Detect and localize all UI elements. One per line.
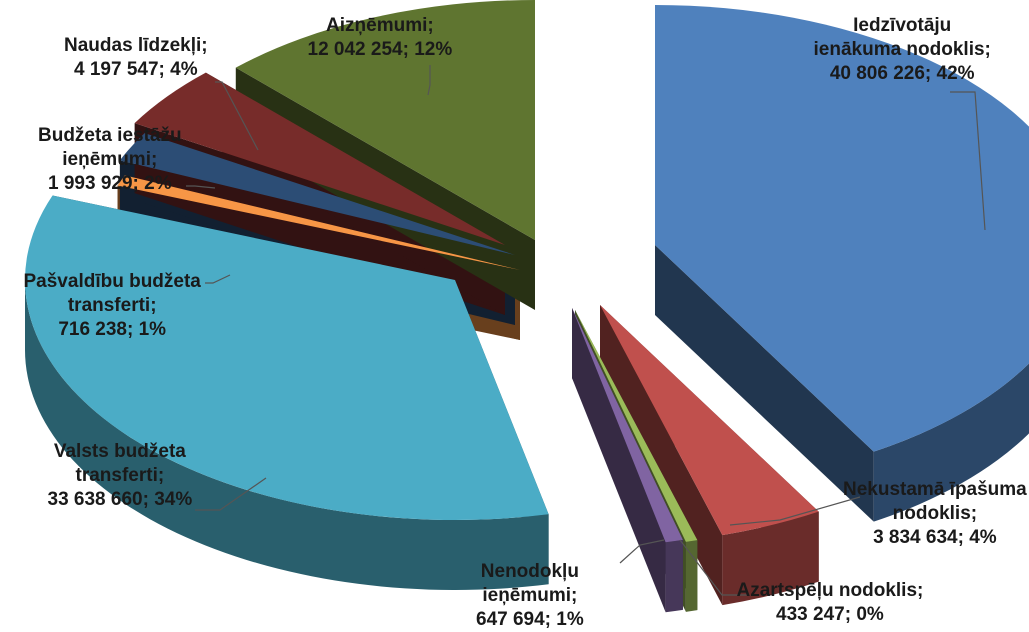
data-label-7: Naudas līdzekļi; 4 197 547; 4% [64,34,208,82]
pie-slice-2 [575,310,698,542]
data-label-3-line-0: Nenodokļu [480,561,579,582]
leader-line-7 [215,81,259,151]
pie-slice-1 [600,305,819,536]
data-label-6-line-0: Budžeta iestāžu [38,125,182,146]
data-label-6: Budžeta iestāžu ieņēmumi; 1 993 929; 2% [38,124,182,196]
data-label-7-line-0: Naudas līdzekļi; [64,35,208,56]
data-label-5-line-2: 716 238; 1% [58,319,167,340]
data-label-1-line-2: 3 834 634; 4% [873,527,997,548]
data-label-6-line-2: 1 993 929; 2% [48,173,172,194]
data-label-2-line-0: Azartspēļu nodoklis; [736,580,924,601]
leader-line-3 [619,539,665,564]
leader-line-6 [186,185,216,189]
data-label-7-line-1: 4 197 547; 4% [74,59,198,80]
data-label-3-line-2: 647 694; 1% [476,609,584,630]
data-label-0: Iedzīvotāju ienākuma nodoklis; 40 806 226;… [814,14,991,86]
data-label-2: Azartspēļu nodoklis; 433 247; 0% [737,579,924,627]
data-label-0-line-0: Iedzīvotāju [853,15,952,36]
data-label-8: Aizņēmumi; 12 042 254; 12% [308,14,453,62]
slice-edge-wall-0-1 [655,245,874,522]
data-label-1: Nekustamā īpašuma nodoklis; 3 834 634; 4% [843,478,1027,550]
pie-slice-8 [235,0,535,240]
slice-edge-wall-3-1 [572,308,666,613]
data-label-4: Valsts budžeta transferti; 33 638 660; 34% [48,440,193,512]
pie-slice-5 [117,175,521,270]
pie-slice-tops [24,0,1029,543]
leader-line-8 [427,65,431,96]
slice-outer-wall-0-0 [873,363,1029,522]
slice-outer-wall-1-0 [722,511,819,606]
data-label-1-line-1: nodoklis; [892,503,978,524]
data-label-0-line-2: 40 806 226; 42% [829,63,975,84]
leader-line-5 [205,274,231,284]
data-label-3-line-1: ieņēmumi; [482,585,578,606]
data-label-5-line-0: Pašvaldību budžeta [23,271,201,292]
pie-slice-4 [24,195,549,521]
slice-outer-wall-4-0 [25,280,549,590]
slice-outer-wall-3-0 [665,539,683,613]
leader-lines [186,65,986,596]
pie-slice-6 [119,133,516,255]
data-label-5: Pašvaldību budžeta transferti; 716 238; 1% [24,270,201,342]
data-label-4-line-1: transferti; [75,465,165,486]
data-label-3: Nenodokļu ieņēmumi; 647 694; 1% [476,560,584,632]
data-label-0-line-1: ienākuma nodoklis; [813,39,991,60]
data-label-1-line-0: Nekustamā īpašuma [843,479,1027,500]
data-label-2-line-1: 433 247; 0% [776,604,884,625]
leader-line-0 [950,91,986,231]
pie-slice-7 [134,72,505,245]
leader-line-1 [729,496,861,526]
leader-line-4 [195,477,267,511]
pie-slice-3 [572,308,683,543]
data-label-4-line-0: Valsts budžeta [53,441,186,462]
data-label-5-line-1: transferti; [67,295,157,316]
data-label-8-line-1: 12 042 254; 12% [307,39,453,60]
data-label-6-line-1: ieņēmumi; [62,149,158,170]
data-label-4-line-2: 33 638 660; 34% [47,489,193,510]
data-label-8-line-0: Aizņēmumi; [326,15,434,36]
leader-line-2 [679,539,748,596]
pie-slice-0 [655,5,1029,452]
